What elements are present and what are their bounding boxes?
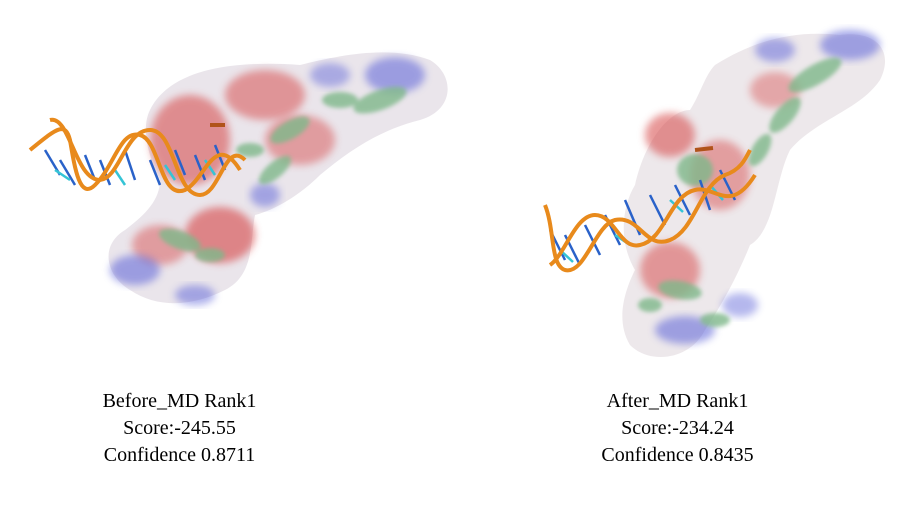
after-md-confidence: Confidence 0.8435 (601, 444, 754, 466)
before-md-caption: Before_MD Rank1 Score:-245.55 Confidence… (0, 388, 407, 469)
after-md-caption: After_MD Rank1 Score:-234.24 Confidence … (450, 388, 905, 469)
before-md-confidence: Confidence 0.8711 (103, 444, 256, 466)
after-md-score: Score:-234.24 (621, 417, 734, 439)
after-md-title: After_MD Rank1 (606, 390, 749, 412)
before-md-title: Before_MD Rank1 (102, 390, 257, 412)
protein-surface (622, 30, 886, 357)
protein-surface (108, 52, 448, 305)
panel-before-md: Before_MD Rank1 Score:-245.55 Confidence… (0, 52, 448, 469)
after-md-structure-image (543, 30, 886, 357)
panel-after-md: After_MD Rank1 Score:-234.24 Confidence … (455, 0, 910, 514)
before-md-score: Score:-245.55 (123, 417, 236, 439)
before-md-structure-image (28, 52, 448, 305)
dna-double-helix (543, 146, 757, 273)
dna-double-helix (28, 117, 247, 198)
